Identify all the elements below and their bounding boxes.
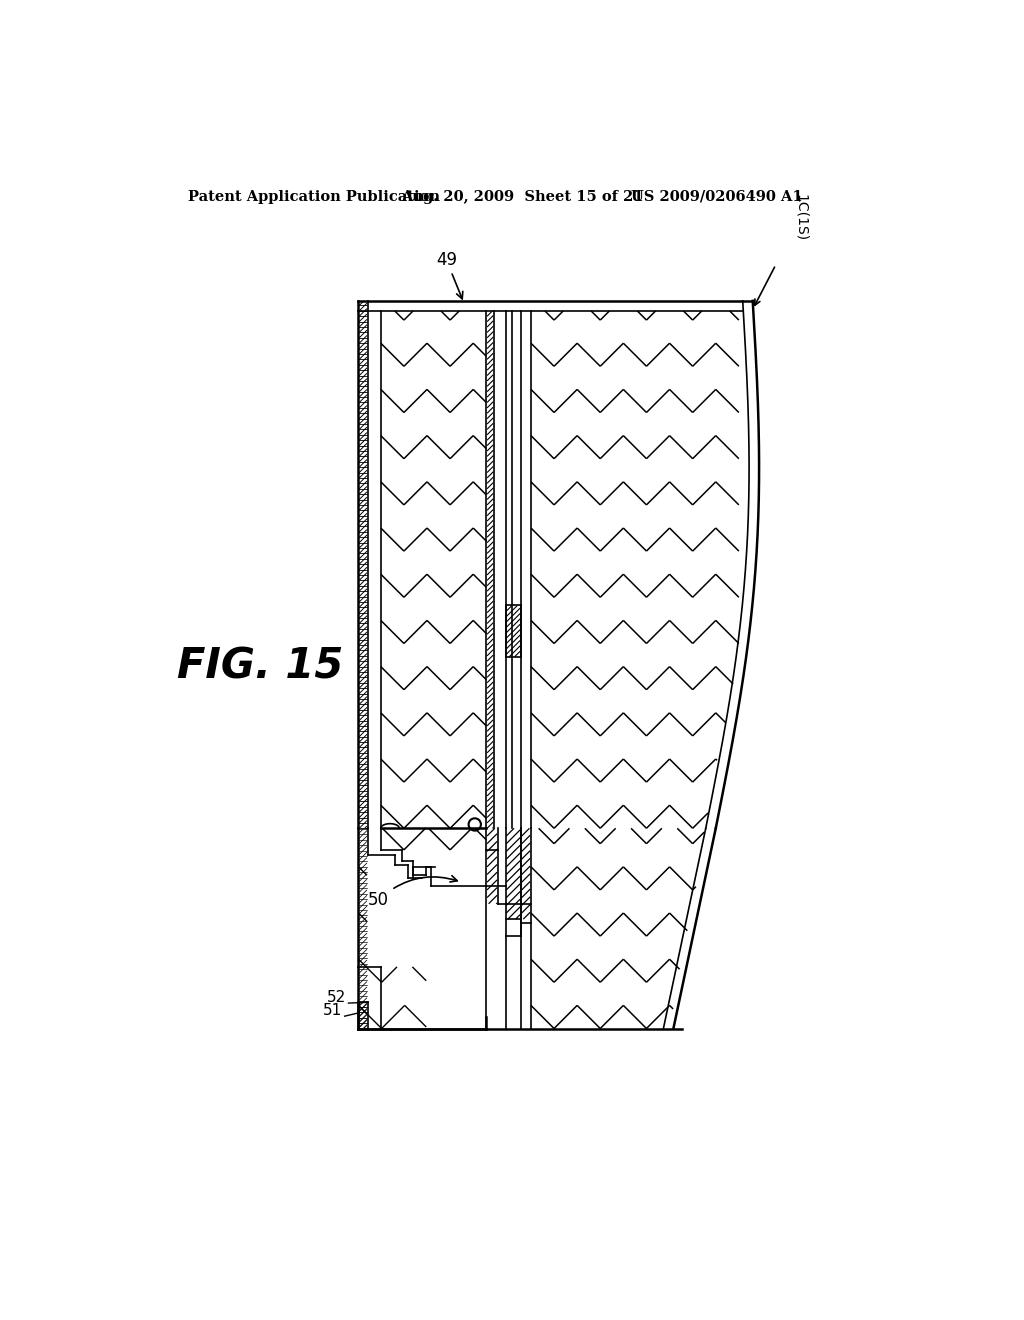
Text: FIG. 15: FIG. 15	[177, 645, 343, 688]
Text: 50: 50	[368, 875, 458, 909]
Text: Aug. 20, 2009  Sheet 15 of 21: Aug. 20, 2009 Sheet 15 of 21	[401, 190, 644, 203]
Text: Patent Application Publication: Patent Application Publication	[188, 190, 440, 203]
Text: 52: 52	[327, 990, 346, 1005]
Text: 1C(1S): 1C(1S)	[794, 194, 808, 242]
Text: 51: 51	[323, 1003, 342, 1018]
Text: 49: 49	[436, 251, 463, 298]
Text: US 2009/0206490 A1: US 2009/0206490 A1	[631, 190, 803, 203]
